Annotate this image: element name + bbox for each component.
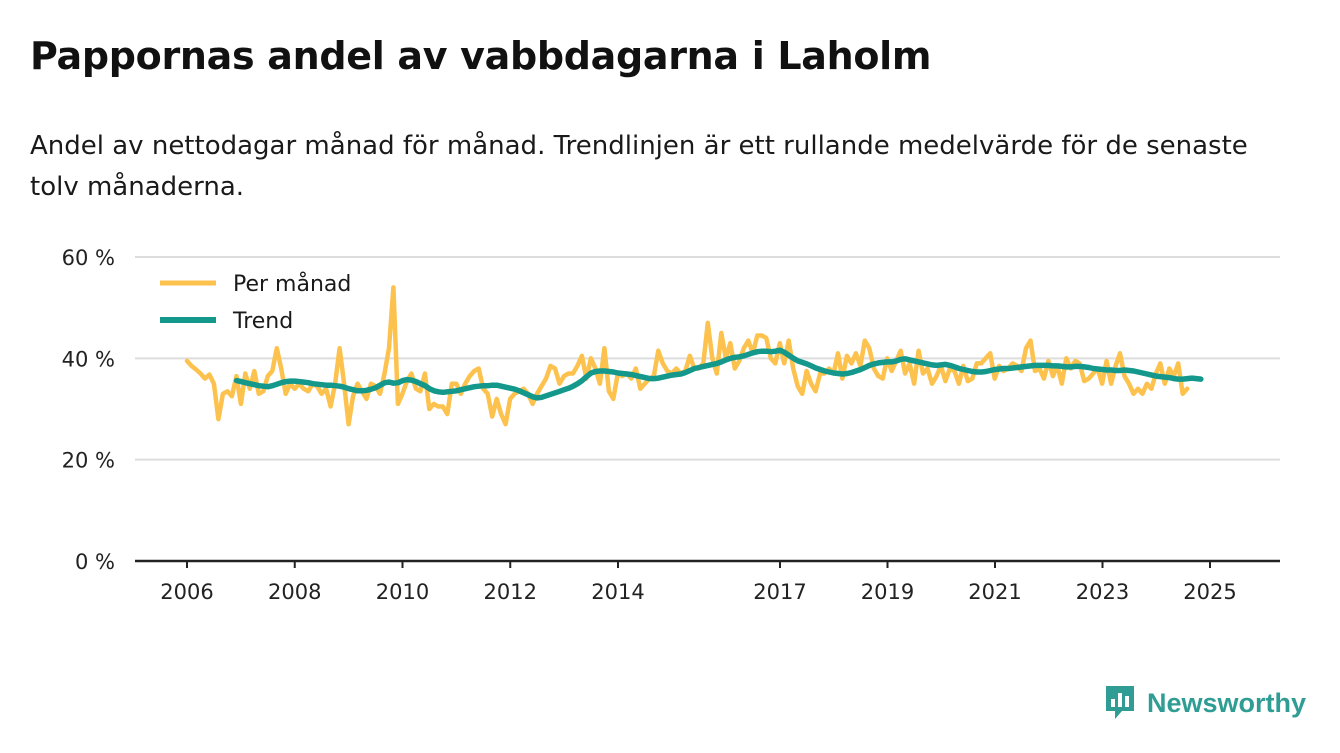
x-tick-label: 2021 bbox=[968, 580, 1021, 604]
x-tick-label: 2025 bbox=[1183, 580, 1236, 604]
y-tick-label: 60 % bbox=[62, 246, 115, 270]
x-tick-label: 2012 bbox=[484, 580, 537, 604]
bar-chart-logo-icon bbox=[1105, 686, 1134, 719]
x-tick-label: 2019 bbox=[861, 580, 914, 604]
brand-name: Newsworthy bbox=[1146, 687, 1306, 718]
x-tick-label: 2010 bbox=[376, 580, 429, 604]
x-tick-label: 2023 bbox=[1076, 580, 1129, 604]
x-tick-label: 2008 bbox=[268, 580, 321, 604]
x-tick-label: 2014 bbox=[591, 580, 644, 604]
series-line-trend bbox=[233, 347, 1204, 401]
y-tick-label: 40 % bbox=[62, 347, 115, 371]
brand-logo: Newsworthy bbox=[1103, 683, 1306, 723]
y-tick-label: 20 % bbox=[62, 449, 115, 473]
x-tick-label: 2017 bbox=[753, 580, 806, 604]
y-tick-label: 0 % bbox=[75, 550, 115, 574]
legend-label: Per månad bbox=[233, 271, 351, 297]
series-line-per-manad bbox=[184, 285, 1190, 427]
x-tick-label: 2006 bbox=[160, 580, 213, 604]
legend-label: Trend bbox=[232, 309, 293, 334]
chart-subtitle: Andel av nettodagar månad för månad. Tre… bbox=[30, 131, 1248, 202]
chart-title: Pappornas andel av vabbdagarna i Laholm bbox=[30, 34, 932, 78]
